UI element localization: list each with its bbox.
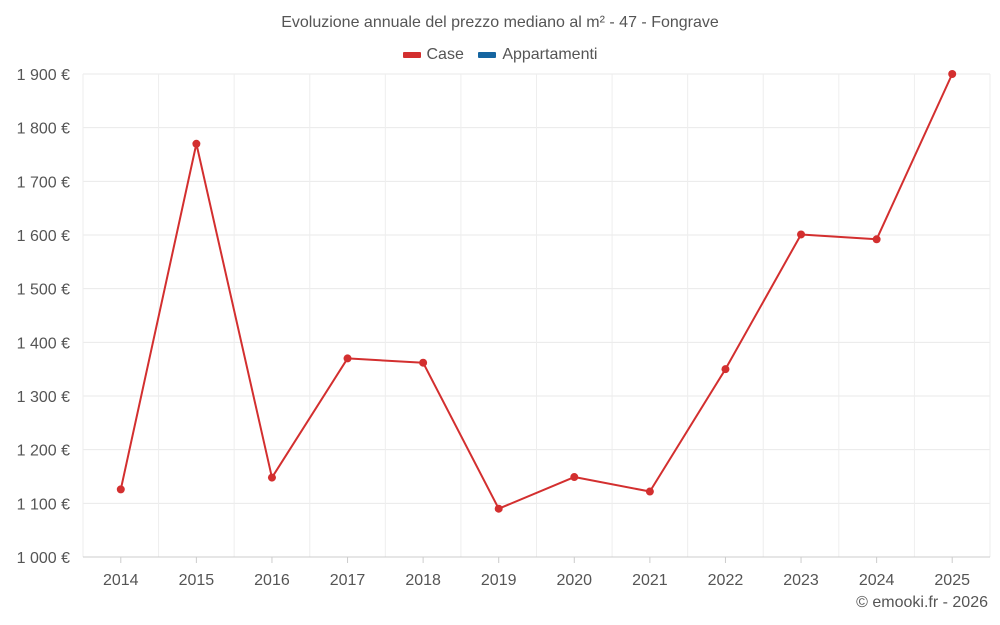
x-tick-label: 2024	[859, 572, 895, 589]
y-axis-labels: 1 000 € 1 100 € 1 200 € 1 300 € 1 400 € 1 500…	[17, 67, 70, 567]
data-point[interactable]	[721, 365, 730, 374]
x-tick-label: 2021	[632, 572, 668, 589]
legend-item-case[interactable]: Case	[402, 46, 464, 64]
credit-text: © emooki.fr - 2026	[856, 594, 988, 611]
data-point[interactable]	[948, 70, 957, 78]
data-point[interactable]	[419, 358, 428, 367]
y-tick-label: 1 700 €	[17, 174, 70, 191]
data-point[interactable]	[570, 473, 579, 482]
x-tick-label: 2014	[103, 572, 139, 589]
y-tick-label: 1 000 €	[17, 550, 70, 567]
data-point[interactable]	[267, 473, 276, 482]
x-tick-label: 2022	[708, 572, 744, 589]
y-tick-label: 1 400 €	[17, 335, 70, 352]
y-tick-label: 1 100 €	[17, 496, 70, 513]
x-tick-label: 2023	[783, 572, 819, 589]
x-tick-label: 2020	[556, 572, 592, 589]
series-line-case	[119, 73, 954, 510]
y-tick-label: 1 300 €	[17, 389, 70, 406]
x-axis-labels: 2014 2015 2016 2017 2018 2019 2020 2021 2022 2023…	[103, 572, 970, 589]
grid	[82, 73, 991, 558]
x-tick-label: 2016	[254, 572, 290, 589]
data-point[interactable]	[872, 235, 881, 244]
data-point[interactable]	[645, 487, 654, 496]
chart-title: Evoluzione annuale del prezzo mediano al…	[281, 14, 719, 31]
data-point[interactable]	[343, 354, 352, 363]
legend-swatch-appartamenti	[478, 52, 497, 58]
x-tick-label: 2015	[179, 572, 215, 589]
data-point[interactable]	[797, 230, 806, 239]
y-tick-label: 1 600 €	[17, 228, 70, 245]
legend-label-appartamenti: Appartamenti	[502, 46, 598, 63]
x-tick-label: 2017	[330, 572, 366, 589]
x-tick-label: 2025	[934, 572, 970, 589]
legend-item-appartamenti[interactable]: Appartamenti	[478, 46, 597, 64]
data-point[interactable]	[116, 485, 125, 494]
y-tick-label: 1 200 €	[17, 443, 70, 460]
legend-label-case: Case	[426, 46, 464, 63]
y-tick-label: 1 500 €	[17, 282, 70, 299]
data-point[interactable]	[494, 504, 503, 513]
legend: Case Appartamenti	[0, 45, 1000, 64]
x-tick-label: 2018	[405, 572, 441, 589]
series-layer	[116, 70, 957, 513]
y-tick-label: 1 900 €	[17, 67, 70, 84]
x-tick-label: 2019	[481, 572, 517, 589]
axes	[83, 556, 990, 563]
y-tick-label: 1 800 €	[17, 121, 70, 138]
legend-swatch-case	[402, 52, 421, 58]
data-point[interactable]	[192, 139, 201, 148]
